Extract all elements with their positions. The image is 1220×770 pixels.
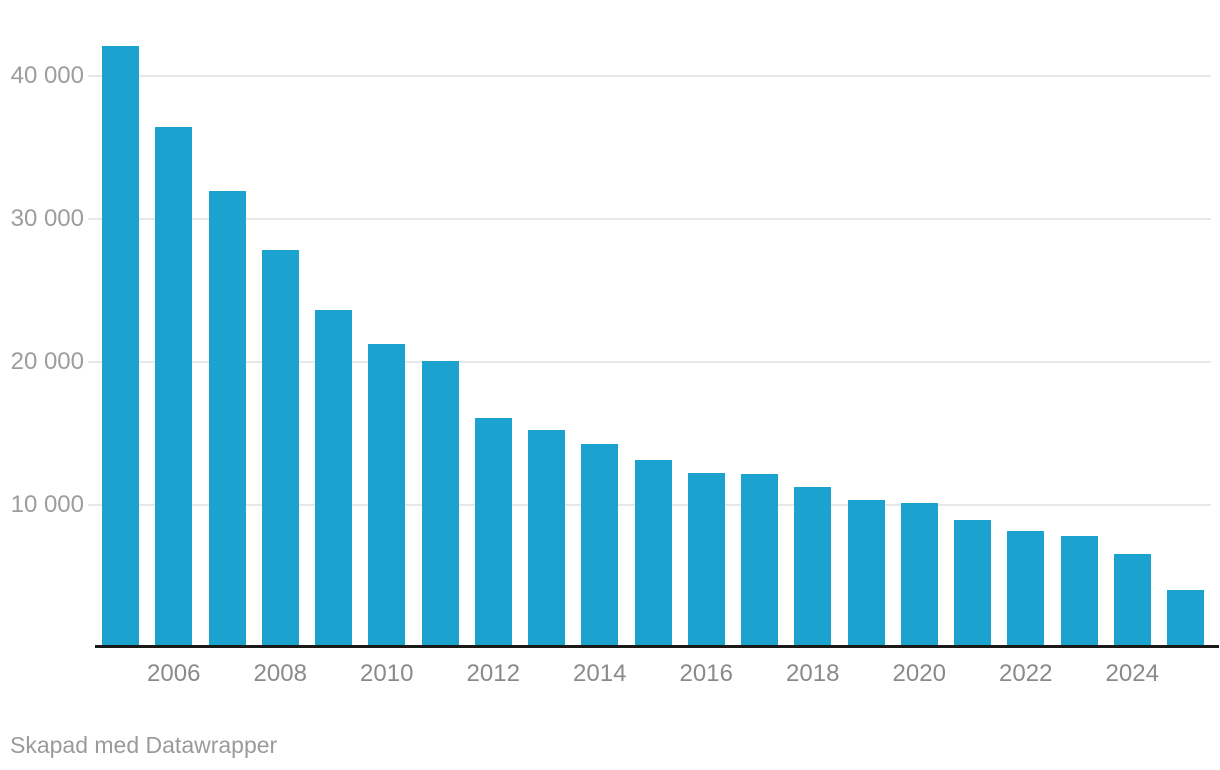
bar-2014[interactable] (581, 444, 619, 647)
gridline-30000 (88, 217, 1211, 220)
x-axis-tick-label: 2022 (999, 660, 1053, 687)
bar-2005[interactable] (102, 45, 139, 647)
y-axis-tick-label: 40 000 (10, 62, 84, 90)
bar-2008[interactable] (261, 249, 299, 647)
bar-2018[interactable] (794, 487, 832, 647)
bar-2023[interactable] (1060, 535, 1098, 647)
x-axis-tick-label: 2008 (253, 660, 307, 687)
y-axis-tick-label: 20 000 (10, 347, 84, 375)
bar-2019[interactable] (847, 499, 885, 647)
bar-2024[interactable] (1113, 554, 1151, 647)
x-axis-tick-label: 2014 (573, 660, 627, 687)
x-axis-tick-label: 2006 (147, 660, 201, 687)
datawrapper-credit[interactable]: Skapad med Datawrapper (10, 732, 278, 758)
x-axis-tick-label: 2010 (360, 660, 414, 687)
x-axis-tick-label: 2012 (466, 660, 520, 687)
bar-2011[interactable] (421, 361, 459, 647)
bar-2020[interactable] (900, 502, 938, 647)
bar-2012[interactable] (474, 418, 512, 647)
bar-2013[interactable] (528, 429, 565, 647)
x-axis-line (95, 645, 1219, 648)
gridline-20000 (88, 360, 1211, 363)
x-axis-tick-label: 2018 (786, 660, 840, 687)
bar-2021[interactable] (954, 519, 991, 647)
bar-2016[interactable] (687, 472, 725, 647)
bar-2015[interactable] (634, 459, 672, 647)
bar-2025[interactable] (1167, 589, 1204, 647)
bar-2017[interactable] (741, 474, 778, 647)
x-axis-tick-label: 2016 (679, 660, 733, 687)
x-axis-tick-label: 2024 (1105, 660, 1159, 687)
bar-2009[interactable] (315, 309, 352, 647)
y-axis-tick-label: 10 000 (10, 490, 84, 518)
y-axis-tick-label: 30 000 (10, 204, 84, 232)
bar-2007[interactable] (208, 191, 246, 647)
bar-2010[interactable] (368, 344, 406, 647)
x-axis-tick-label: 2020 (892, 660, 946, 687)
bar-2006[interactable] (155, 127, 193, 647)
bar-2022[interactable] (1007, 531, 1045, 647)
gridline-40000 (88, 75, 1211, 78)
